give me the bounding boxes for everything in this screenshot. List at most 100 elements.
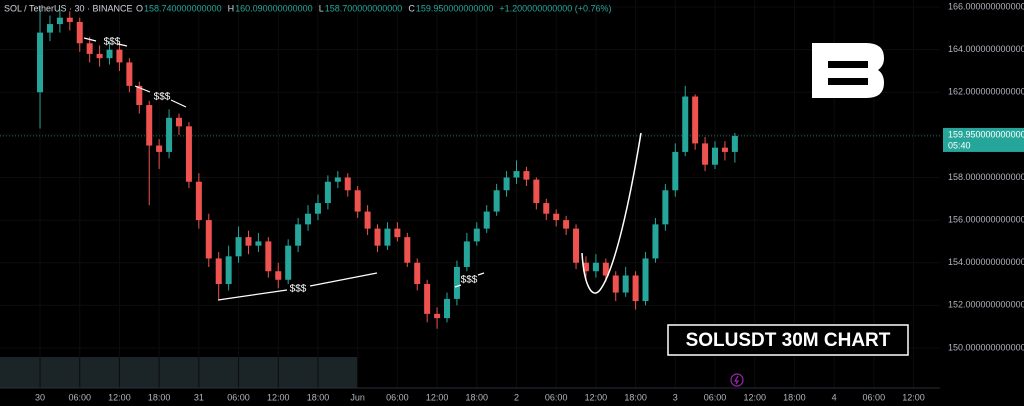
x-tick-label: 18:00 <box>466 392 489 402</box>
candle-body <box>354 190 361 212</box>
candle-body <box>156 145 163 152</box>
candle-body <box>592 262 599 272</box>
candle-body <box>265 241 272 272</box>
x-tick-label: 12:00 <box>426 392 449 402</box>
candle-body <box>692 96 699 144</box>
candles <box>37 7 738 329</box>
candle-body <box>374 228 381 246</box>
candle-body <box>255 241 262 246</box>
ohlc-value: 158.700000000000 <box>325 3 403 13</box>
last-price-box <box>943 127 1024 152</box>
candle-body <box>453 266 460 299</box>
x-tick-label: 2 <box>514 392 519 402</box>
ohlc-key: H <box>228 3 235 13</box>
candle-body <box>195 181 202 221</box>
candle-body <box>305 213 312 225</box>
candle-body <box>126 62 133 86</box>
candle-body <box>573 228 580 263</box>
x-tick-label: 12:00 <box>585 392 608 402</box>
x-tick-label: 4 <box>832 392 837 402</box>
candle-body <box>563 220 570 229</box>
x-tick-label: Jun <box>350 392 365 402</box>
last-price-label: 159.950000000000 <box>948 129 1024 139</box>
candle-body <box>553 213 560 221</box>
y-tick-label: 162.0000000000000 <box>948 87 1024 97</box>
ohlc-key: C <box>408 3 415 13</box>
candle-body <box>404 237 411 263</box>
candle-body <box>146 105 153 146</box>
candle-body <box>612 275 619 293</box>
y-tick-label: 150.0000000000000 <box>948 342 1024 352</box>
annotations: $$$ $$$ $$$ $$$ <box>104 37 478 295</box>
ohlc-key: L <box>319 3 324 13</box>
candle-body <box>662 190 669 225</box>
ohlc-value: 158.740000000000 <box>144 3 222 13</box>
annotation: $$$ <box>154 92 171 103</box>
candle-body <box>473 228 480 242</box>
candle-body <box>275 271 282 280</box>
x-tick-label: 30 <box>35 392 45 402</box>
change: +1.200000000000 (+0.76%) <box>499 3 611 13</box>
candle-body <box>582 262 589 272</box>
candle-body <box>672 151 679 191</box>
candle-body <box>295 224 302 246</box>
candle-body <box>185 126 192 182</box>
candle-body <box>483 211 490 229</box>
candle-body <box>96 53 103 59</box>
candle-body <box>76 21 83 44</box>
candle-body <box>463 241 470 267</box>
candle-body <box>424 284 431 314</box>
y-tick-label: 158.0000000000000 <box>948 172 1024 182</box>
candle-body <box>46 24 53 33</box>
candle-body <box>205 220 212 259</box>
candle-body <box>37 32 44 93</box>
candle-body <box>602 262 609 276</box>
annotation: $$$ <box>290 284 307 295</box>
candle-body <box>384 228 391 246</box>
x-tick-label: 12:00 <box>108 392 131 402</box>
candle-body <box>642 258 649 302</box>
candle-body <box>414 262 421 285</box>
candle-body <box>632 275 639 302</box>
x-tick-label: 18:00 <box>307 392 330 402</box>
watermark-box <box>667 324 909 356</box>
x-tick-label: 06:00 <box>386 392 409 402</box>
candle-body <box>543 203 550 214</box>
x-tick-label: 31 <box>194 392 204 402</box>
x-tick-label: 18:00 <box>783 392 806 402</box>
candle-body <box>493 190 500 212</box>
header: SOL / TetherUS · 30 · BINANCE O 158.74000… <box>4 3 612 13</box>
candle-body <box>394 228 401 238</box>
x-tick-label: 06:00 <box>68 392 91 402</box>
candle-body <box>245 237 252 246</box>
y-tick-label: 166.0000000000000 <box>948 1 1024 11</box>
candle-body <box>86 43 93 54</box>
candle-body <box>106 49 113 59</box>
candle-body <box>66 17 73 22</box>
x-tick-label: 12:00 <box>267 392 290 402</box>
candle-body <box>334 177 341 182</box>
candle-body <box>712 147 719 165</box>
candle-body <box>523 171 530 180</box>
candle-body <box>225 256 232 285</box>
annotation: $$$ <box>461 275 478 286</box>
candle-body <box>56 17 63 25</box>
ohlc-value: 160.090000000000 <box>235 3 313 13</box>
candle-body <box>324 181 331 204</box>
drawings <box>83 37 642 301</box>
candle-body <box>136 85 143 106</box>
y-tick-label: 154.0000000000000 <box>948 257 1024 267</box>
candle-body <box>702 143 709 165</box>
panel <box>0 357 357 388</box>
candle-body <box>682 96 689 152</box>
annotation: $$$ <box>104 37 121 48</box>
x-tick-label: 06:00 <box>863 392 886 402</box>
candle-body <box>434 313 441 319</box>
candle-body <box>513 171 520 178</box>
candle-body <box>176 117 183 127</box>
ohlc-key: O <box>136 3 143 13</box>
candle-body <box>364 211 371 229</box>
x-tick-label: 18:00 <box>148 392 171 402</box>
ohlc-value: 159.950000000000 <box>416 3 494 13</box>
x-tick-label: 06:00 <box>704 392 727 402</box>
